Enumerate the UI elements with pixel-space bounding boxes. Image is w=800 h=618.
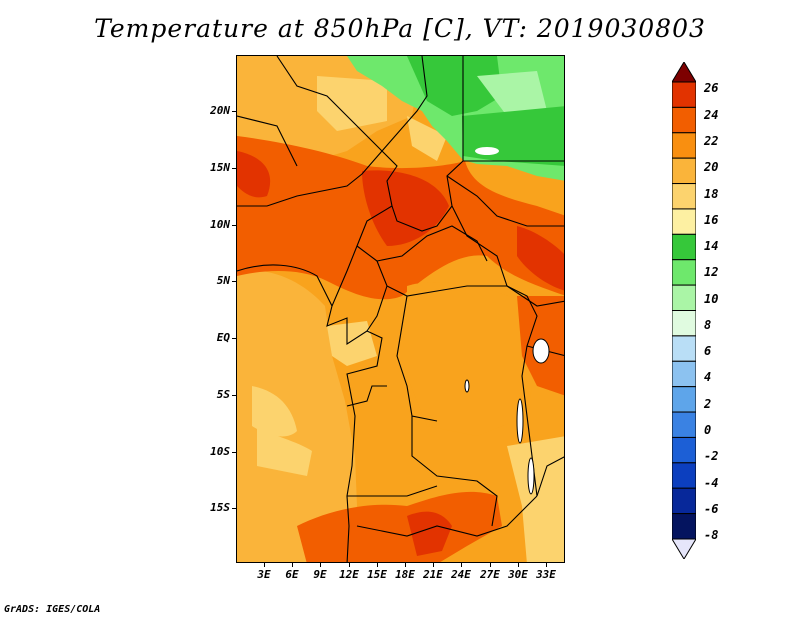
colorbar-cell (672, 487, 696, 515)
lon-tick (264, 563, 265, 567)
lat-label-15n: 15N (210, 161, 230, 174)
lat-label-20n: 20N (210, 104, 230, 117)
colorbar-label: 18 (704, 187, 719, 201)
field-north-cool-dark (407, 56, 502, 116)
colorbar-arrow-top (672, 62, 696, 83)
colorbar-label: 22 (704, 134, 719, 148)
lon-tick (292, 563, 293, 567)
field-cool-ocean-patch (252, 386, 297, 437)
colorbar-cell (672, 157, 696, 185)
field-hot-core-east (517, 226, 564, 291)
field-cool-ocean-patch-2 (257, 426, 312, 476)
colorbar-cell (672, 513, 696, 540)
colorbar-cell (672, 284, 696, 312)
lon-label-15e: 15E (367, 568, 387, 581)
lon-tick (433, 563, 434, 567)
temperature-map (236, 55, 565, 563)
lon-tick (490, 563, 491, 567)
lakes (464, 338, 550, 495)
lat-tick (232, 111, 236, 112)
lon-tick (461, 563, 462, 567)
field-sahara-cool-2 (407, 116, 447, 161)
lat-tick (232, 281, 236, 282)
colorbar-label: 0 (704, 423, 712, 437)
lat-label-15s: 15S (210, 501, 230, 514)
field-north-cold-core (477, 71, 547, 116)
colorbar-cell (672, 208, 696, 235)
lon-label-30e: 30E (508, 568, 528, 581)
field-atlantic (237, 270, 357, 562)
lat-label-eq: EQ (216, 331, 230, 344)
colorbar-cell (672, 259, 696, 286)
colorbar-cell (672, 106, 696, 134)
colorbar-label: 26 (704, 81, 719, 95)
country-borders (237, 56, 564, 562)
field-hot-core-chad (362, 170, 449, 246)
cold-spot (475, 147, 499, 155)
colorbar-label: 12 (704, 265, 719, 279)
field-south-hot-core (407, 511, 452, 556)
colorbar-cell (672, 360, 696, 388)
lat-label-10s: 10S (210, 445, 230, 458)
lon-tick (377, 563, 378, 567)
lon-label-33e: 33E (536, 568, 556, 581)
credit-text: GrADS: IGES/COLA (4, 604, 101, 615)
colorbar-cell (672, 233, 696, 261)
lon-tick (518, 563, 519, 567)
lon-tick (349, 563, 350, 567)
colorbar-label: 24 (704, 108, 719, 122)
colorbar-cell (672, 132, 696, 159)
field-hot-core-west (237, 151, 271, 198)
colorbar-cell (672, 81, 696, 108)
colorbar-cell (672, 436, 696, 464)
colorbar-cell (672, 386, 696, 413)
colorbar-label: 10 (704, 292, 719, 306)
plot-title: Temperature at 850hPa [C], VT: 201903080… (94, 14, 706, 43)
colorbar-cell (672, 310, 696, 337)
lon-tick (320, 563, 321, 567)
colorbar-label: -8 (704, 528, 719, 542)
field-north-cool-dark-2 (462, 106, 564, 166)
lat-tick (232, 168, 236, 169)
colorbar-label: 14 (704, 239, 719, 253)
lon-label-18e: 18E (395, 568, 415, 581)
colorbar-cell (672, 183, 696, 210)
colorbar-label: 2 (704, 397, 712, 411)
lon-label-24e: 24E (451, 568, 471, 581)
colorbar-cell (672, 335, 696, 362)
lat-tick (232, 225, 236, 226)
colorbar-label: 4 (704, 370, 712, 384)
colorbar-arrow-bottom (672, 538, 696, 559)
map-canvas (237, 56, 564, 562)
lon-tick (546, 563, 547, 567)
colorbar-cells (672, 62, 696, 559)
lat-label-5s: 5S (216, 388, 230, 401)
lon-tick (405, 563, 406, 567)
colorbar-label: -2 (704, 449, 719, 463)
lon-label-21e: 21E (423, 568, 443, 581)
field-east-coast-cool (507, 436, 564, 562)
colorbar-label: 16 (704, 213, 719, 227)
colorbar-label: -6 (704, 502, 719, 516)
lat-tick (232, 452, 236, 453)
lat-tick (232, 395, 236, 396)
lon-label-12e: 12E (339, 568, 359, 581)
lat-tick (232, 508, 236, 509)
lon-label-27e: 27E (480, 568, 500, 581)
colorbar-label: 20 (704, 160, 719, 174)
lat-label-10n: 10N (210, 218, 230, 231)
colorbar-label: 8 (704, 318, 712, 332)
colorbar-label: 6 (704, 344, 712, 358)
colorbar-cell (672, 411, 696, 438)
lon-label-3e: 3E (257, 568, 271, 581)
colorbar-label: -4 (704, 476, 719, 490)
field-sahara-cool (317, 76, 387, 131)
lat-label-5n: 5N (216, 274, 230, 287)
lon-label-6e: 6E (285, 568, 299, 581)
colorbar-cell (672, 462, 696, 489)
field-congo (407, 282, 537, 436)
colorbar (672, 62, 696, 559)
lon-label-9e: 9E (313, 568, 327, 581)
lat-tick (232, 338, 236, 339)
